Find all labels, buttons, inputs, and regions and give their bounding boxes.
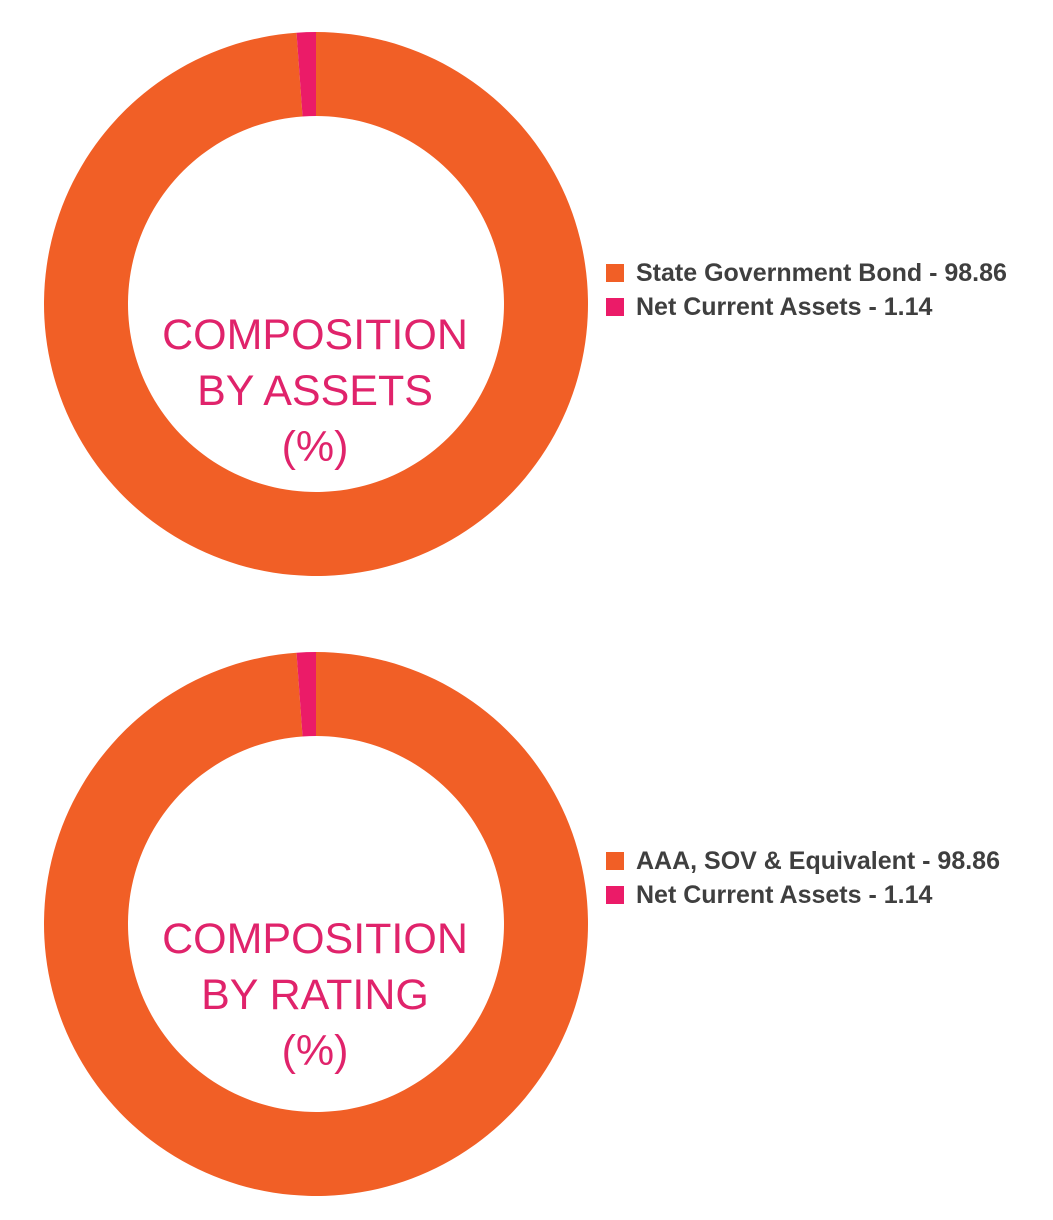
chart-composition-by-rating: COMPOSITION BY RATING (%) AAA, SOV & Equ… bbox=[0, 620, 1053, 1220]
legend-label: Net Current Assets - 1.14 bbox=[636, 293, 933, 321]
legend-swatch bbox=[606, 298, 624, 316]
chart-title-assets: COMPOSITION BY ASSETS (%) bbox=[120, 307, 510, 475]
legend-label: Net Current Assets - 1.14 bbox=[636, 881, 933, 909]
legend-item: State Government Bond - 98.86 bbox=[606, 256, 1046, 290]
donut-slice bbox=[296, 652, 316, 737]
donut-slice bbox=[44, 652, 589, 1196]
chart-title-line: BY RATING bbox=[201, 971, 429, 1019]
chart-title-line: (%) bbox=[281, 423, 349, 471]
legend-item: Net Current Assets - 1.14 bbox=[606, 878, 1046, 912]
legend-swatch bbox=[606, 886, 624, 904]
donut-slice bbox=[296, 32, 316, 117]
chart-title-line: BY ASSETS bbox=[197, 367, 433, 415]
chart-title-rating: COMPOSITION BY RATING (%) bbox=[120, 911, 510, 1079]
legend-item: AAA, SOV & Equivalent - 98.86 bbox=[606, 844, 1046, 878]
chart-title-line: (%) bbox=[281, 1027, 349, 1075]
chart-title-line: COMPOSITION bbox=[162, 915, 468, 963]
chart-composition-by-assets: COMPOSITION BY ASSETS (%) State Governme… bbox=[0, 0, 1053, 600]
legend-label: State Government Bond - 98.86 bbox=[636, 259, 1007, 287]
chart-title-line: COMPOSITION bbox=[162, 311, 468, 359]
legend-label: AAA, SOV & Equivalent - 98.86 bbox=[636, 847, 1000, 875]
donut-chart-assets bbox=[44, 32, 589, 577]
legend-swatch bbox=[606, 852, 624, 870]
donut-slice bbox=[44, 32, 589, 577]
legend-item: Net Current Assets - 1.14 bbox=[606, 290, 1046, 324]
legend-rating: AAA, SOV & Equivalent - 98.86 Net Curren… bbox=[606, 844, 1046, 912]
donut-chart-rating bbox=[44, 652, 589, 1196]
legend-swatch bbox=[606, 264, 624, 282]
legend-assets: State Government Bond - 98.86 Net Curren… bbox=[606, 256, 1046, 324]
